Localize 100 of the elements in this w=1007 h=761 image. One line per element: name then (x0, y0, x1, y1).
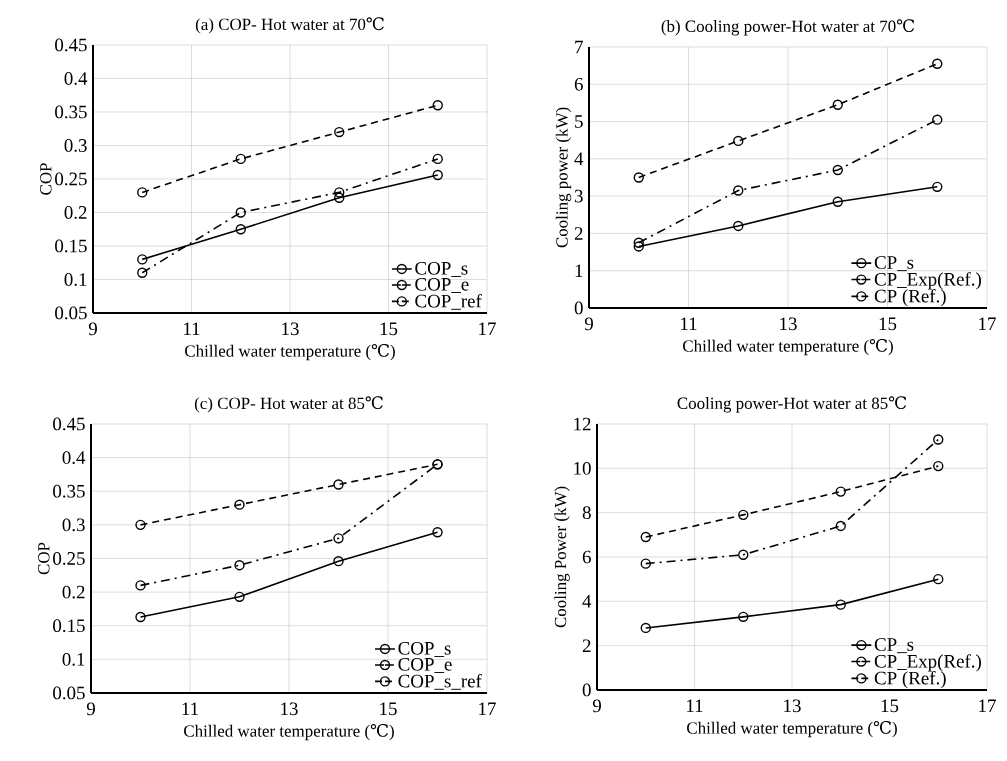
point (334, 126, 345, 138)
point (640, 531, 651, 543)
y-tick-label: 8 (582, 506, 591, 520)
x-tick-label: 17 (479, 322, 496, 335)
x-tick-label: 11 (687, 699, 703, 712)
y-tick-label: 0.45 (53, 417, 85, 431)
y-tick-label: 10 (574, 461, 591, 475)
point (633, 237, 644, 248)
point (933, 573, 944, 585)
legend-label: CP (Ref.) (874, 670, 946, 689)
point (835, 486, 846, 497)
y-tick-label: 1 (575, 264, 583, 277)
point (135, 580, 146, 591)
point (932, 58, 943, 69)
x-tick-label: 11 (182, 702, 198, 715)
x-tick-label: 11 (184, 322, 200, 335)
point (432, 100, 443, 111)
x-tick-label: 13 (281, 702, 298, 716)
y-tick-label: 6 (574, 77, 583, 91)
x-tick-label: 15 (879, 317, 897, 331)
y-tick-label: 0.1 (62, 652, 85, 666)
legend-label: COP_s (415, 261, 468, 277)
y-tick-label: 0.05 (55, 306, 87, 320)
x-axis-title: Chilled water temperature (℃) (185, 344, 395, 361)
y-tick-label: 0.05 (53, 686, 85, 700)
y-tick-label: 0.25 (55, 172, 87, 186)
point (334, 187, 345, 198)
point (137, 254, 148, 265)
legend-label: CP_s (874, 256, 914, 272)
x-tick-label: 13 (780, 317, 797, 331)
x-tick-label: 9 (592, 699, 601, 713)
point (235, 153, 246, 165)
x-tick-label: 17 (979, 317, 996, 330)
point (333, 533, 344, 544)
legend-label: CP_Exp(Ref.) (874, 272, 981, 290)
point (933, 434, 944, 445)
legend-label: CP_s (874, 638, 914, 654)
y-tick-label: 6 (582, 550, 591, 564)
y-tick-label: 0 (582, 683, 591, 697)
x-axis-title: Chilled water temperature (℃) (683, 339, 893, 356)
point (432, 527, 443, 538)
legend-label: COP_e (415, 277, 469, 293)
legend-label: CP (Ref.) (874, 288, 946, 307)
x-tick-label: 11 (681, 317, 697, 330)
point (733, 135, 744, 147)
point (738, 611, 749, 623)
chart-title: (b) Cooling power-Hot water at 70℃ (661, 19, 915, 36)
x-tick-label: 17 (979, 699, 996, 712)
point (234, 560, 245, 571)
y-axis-title: Cooling power (kW) (555, 107, 572, 248)
y-tick-label: 0.15 (53, 619, 85, 633)
chart-title: (c) COP- Hot water at 85℃ (194, 396, 383, 413)
y-tick-label: 2 (574, 227, 583, 240)
x-tick-label: 9 (88, 322, 97, 336)
y-tick-label: 0.25 (53, 552, 85, 565)
x-tick-label: 9 (86, 702, 95, 716)
point (835, 599, 846, 610)
legend-label: COP_e (398, 657, 452, 673)
point (832, 164, 843, 176)
legend-label: COP_s (398, 641, 451, 657)
x-axis-title: Chilled water temperature (℃) (184, 724, 394, 741)
y-tick-label: 0.2 (62, 585, 85, 599)
y-tick-label: 0.3 (64, 139, 87, 152)
x-tick-label: 13 (282, 322, 299, 336)
y-tick-label: 4 (582, 595, 592, 608)
y-tick-label: 3 (574, 189, 583, 203)
y-axis-title: COP (40, 163, 52, 195)
y-tick-label: 12 (574, 417, 591, 431)
point (832, 99, 843, 110)
y-tick-label: 0 (574, 301, 583, 315)
y-tick-label: 4 (574, 152, 584, 166)
point (333, 479, 344, 490)
y-tick-label: 0.35 (55, 105, 87, 119)
y-tick-label: 0.4 (62, 451, 86, 465)
point (738, 549, 749, 560)
y-tick-label: 7 (575, 40, 583, 54)
x-axis-title: Chilled water temperature (℃) (687, 721, 897, 738)
legend-label: COP_s_ref (398, 673, 482, 690)
point (137, 267, 148, 278)
point (235, 224, 246, 235)
y-tick-label: 5 (575, 115, 583, 128)
point (633, 241, 644, 252)
point (640, 558, 651, 569)
point (640, 622, 651, 634)
y-tick-label: 0.2 (64, 206, 87, 219)
x-tick-label: 9 (584, 317, 593, 331)
x-tick-label: 15 (881, 699, 899, 713)
point (633, 172, 644, 183)
point (137, 187, 148, 198)
point (432, 153, 443, 165)
chart-title: Cooling power-Hot water at 85℃ (677, 396, 907, 413)
point (738, 509, 749, 521)
x-tick-label: 17 (479, 702, 496, 715)
y-axis-title: COP (38, 542, 50, 575)
point (234, 499, 245, 510)
point (333, 555, 344, 567)
y-tick-label: 0.1 (64, 273, 87, 286)
y-tick-label: 0.3 (62, 518, 85, 532)
y-tick-label: 0.4 (64, 72, 88, 85)
point (135, 519, 146, 531)
